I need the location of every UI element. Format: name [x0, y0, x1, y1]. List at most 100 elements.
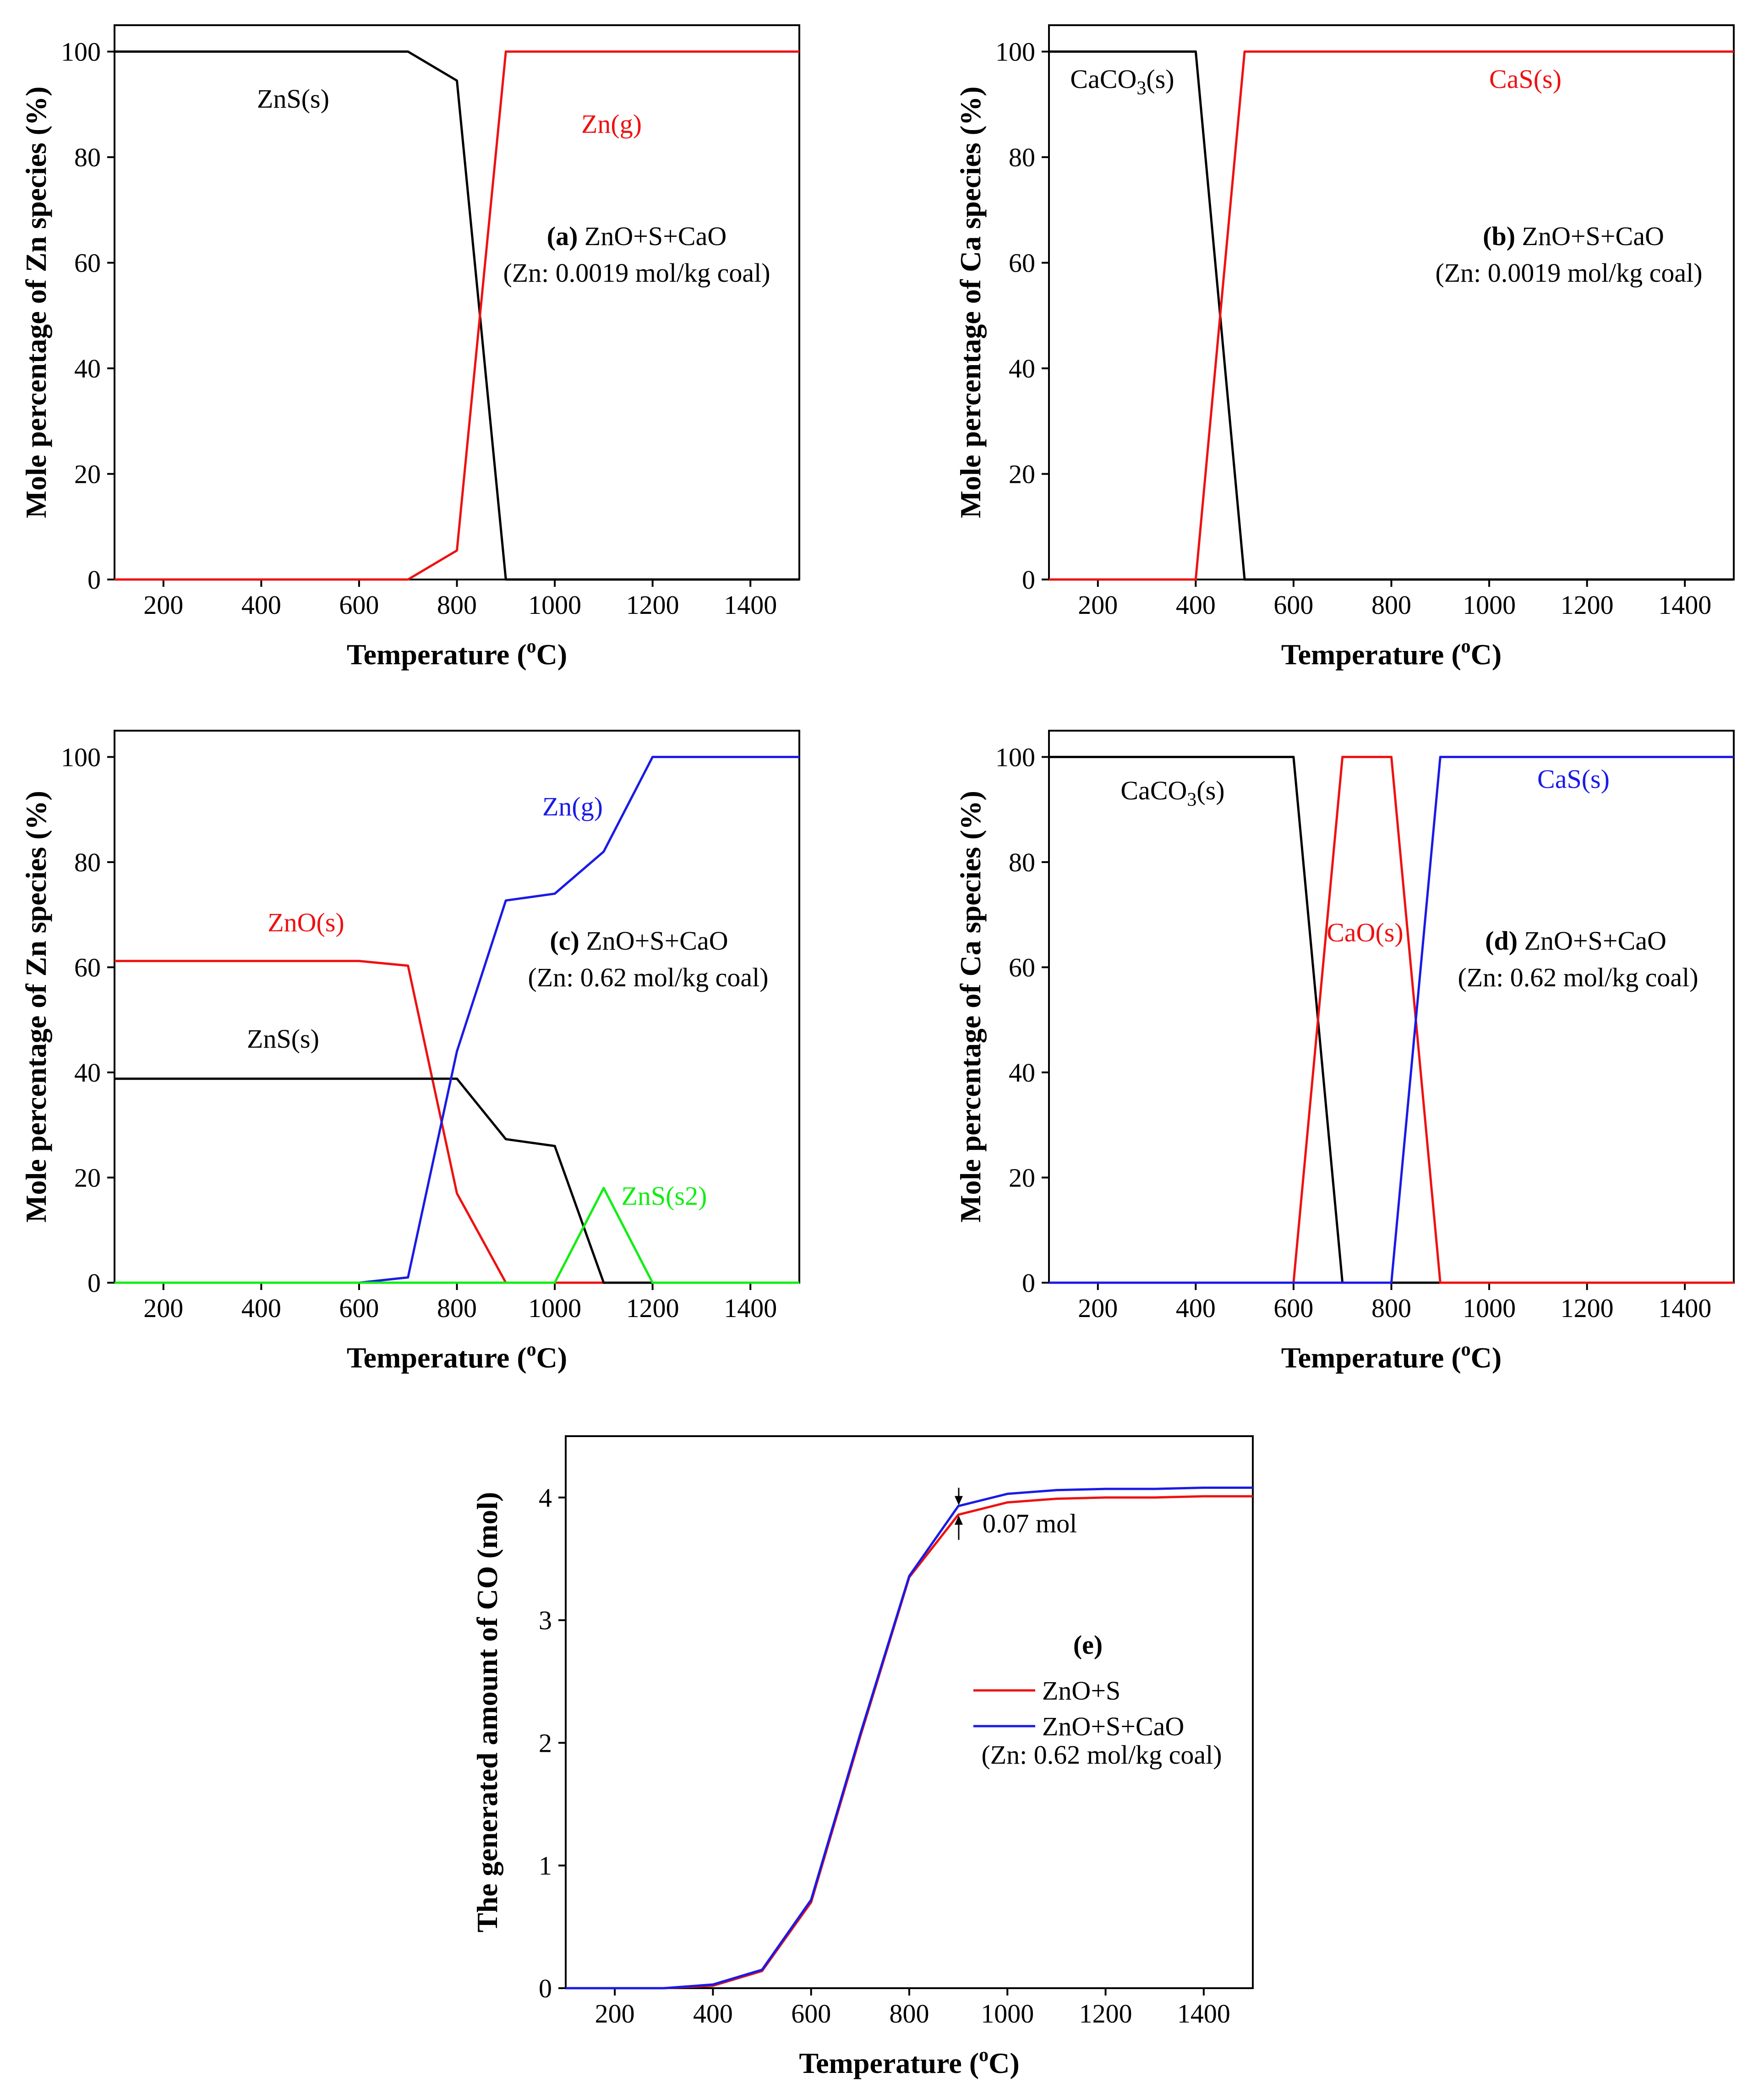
series-line-zno-s-cao — [566, 1487, 1253, 1990]
panel-condition: (Zn: 0.62 mol/kg coal) — [1458, 962, 1698, 992]
x-tick-label: 800 — [1371, 590, 1411, 620]
x-tick-label: 1200 — [1079, 1999, 1132, 2028]
y-tick-label: 40 — [1009, 354, 1035, 383]
x-tick-label: 1000 — [981, 1999, 1034, 2028]
x-tick-label: 1400 — [724, 1293, 777, 1323]
series-label: ZnS(s) — [247, 1024, 319, 1054]
series-label: ZnO(s) — [268, 908, 344, 937]
x-axis-label: Temperature (oC) — [347, 636, 567, 671]
y-tick-label: 80 — [1009, 142, 1035, 172]
x-tick-label: 600 — [1273, 590, 1313, 620]
x-tick-label: 200 — [595, 1999, 635, 2028]
panel-title: (c) ZnO+S+CaO — [550, 926, 728, 956]
series-label: CaS(s) — [1537, 764, 1610, 794]
difference-annotation: 0.07 mol — [983, 1509, 1077, 1538]
x-tick-label: 1400 — [1658, 1293, 1711, 1323]
y-tick-label: 60 — [1009, 952, 1035, 982]
series-line-zno-s — [566, 1495, 1253, 1990]
panel-condition: (Zn: 0.0019 mol/kg coal) — [503, 258, 770, 288]
panel-title: (b) ZnO+S+CaO — [1483, 221, 1664, 251]
y-tick-label: 60 — [74, 952, 101, 982]
y-tick-label: 20 — [1009, 459, 1035, 489]
x-tick-label: 600 — [339, 590, 379, 620]
y-tick-label: 40 — [1009, 1058, 1035, 1088]
y-tick-label: 3 — [539, 1606, 552, 1635]
x-tick-label: 400 — [693, 1999, 733, 2028]
y-tick-label: 40 — [74, 354, 101, 383]
y-tick-label: 20 — [1009, 1163, 1035, 1192]
y-tick-label: 0 — [539, 1974, 552, 2003]
legend-label: ZnO+S+CaO — [1042, 1711, 1184, 1741]
x-tick-label: 1200 — [1561, 590, 1614, 620]
series-label: CaO(s) — [1327, 918, 1404, 947]
x-tick-label: 800 — [1371, 1293, 1411, 1323]
x-axis-label: Temperature (oC) — [347, 1339, 567, 1374]
y-axis-label: Mole percentage of Ca species (%) — [954, 791, 987, 1223]
series-label: CaCO3(s) — [1120, 776, 1224, 810]
y-tick-label: 20 — [74, 1163, 101, 1192]
x-tick-label: 200 — [143, 1293, 183, 1323]
y-tick-label: 2 — [539, 1728, 552, 1758]
x-tick-label: 400 — [241, 1293, 281, 1323]
x-tick-label: 1000 — [528, 590, 581, 620]
series-label: Zn(g) — [581, 109, 642, 139]
series-line-zns-s- — [115, 1077, 799, 1284]
series-label: ZnS(s) — [257, 84, 329, 114]
x-tick-label: 800 — [437, 590, 477, 620]
series-label: Zn(g) — [542, 792, 603, 821]
chart-panel-b: 200 400 600 800 1000 1200 1400 0 20 40 60 80 100 Temp… — [954, 24, 1735, 671]
y-tick-label: 20 — [74, 459, 101, 489]
x-tick-label: 1400 — [1177, 1999, 1230, 2028]
y-tick-label: 0 — [87, 565, 101, 595]
x-tick-label: 200 — [143, 590, 183, 620]
x-tick-label: 1200 — [626, 1293, 679, 1323]
chart-panel-a: 200 400 600 800 1000 1200 1400 0 20 40 60 80 100 Temp… — [20, 24, 800, 671]
panel-condition: (Zn: 0.62 mol/kg coal) — [981, 1740, 1222, 1770]
x-axis-label: Temperature (oC) — [1281, 1339, 1502, 1374]
panel-title: (d) ZnO+S+CaO — [1485, 926, 1666, 956]
difference-arrowhead-bottom — [955, 1515, 963, 1525]
x-tick-label: 800 — [890, 1999, 929, 2028]
difference-arrowhead-top — [955, 1496, 963, 1505]
y-tick-label: 100 — [61, 37, 101, 67]
x-axis-label: Temperature (oC) — [799, 2045, 1019, 2079]
series-label: CaS(s) — [1489, 64, 1562, 94]
x-axis-label: Temperature (oC) — [1281, 636, 1502, 671]
panel-condition: (Zn: 0.62 mol/kg coal) — [528, 962, 768, 992]
x-tick-label: 1200 — [626, 590, 679, 620]
y-tick-label: 0 — [87, 1268, 101, 1298]
y-axis-label: Mole percentage of Zn species (%) — [20, 87, 52, 519]
x-tick-label: 600 — [791, 1999, 831, 2028]
x-tick-label: 1000 — [528, 1293, 581, 1323]
y-tick-label: 80 — [74, 847, 101, 877]
y-axis-label: Mole percentage of Zn species (%) — [20, 791, 52, 1223]
y-tick-label: 80 — [1009, 847, 1035, 877]
legend-label: ZnO+S — [1042, 1676, 1120, 1706]
series-line-cas-s- — [1049, 50, 1734, 581]
y-tick-label: 100 — [995, 37, 1035, 67]
y-tick-label: 100 — [61, 742, 101, 772]
series-line-zn-g- — [115, 755, 799, 1284]
panel-title: (e) — [1073, 1630, 1103, 1660]
chart-panel-c: 200 400 600 800 1000 1200 1400 0 20 40 60 80 100 Temp… — [20, 730, 800, 1374]
series-label: CaCO3(s) — [1070, 64, 1174, 99]
series-label: ZnS(s2) — [622, 1181, 707, 1211]
x-tick-label: 1400 — [724, 590, 777, 620]
y-tick-label: 1 — [539, 1851, 552, 1881]
chart-panel-d: 200 400 600 800 1000 1200 1400 0 20 40 60 80 100 Temp… — [954, 730, 1735, 1374]
y-tick-label: 60 — [1009, 248, 1035, 278]
y-tick-label: 100 — [995, 742, 1035, 772]
x-tick-label: 400 — [1176, 590, 1216, 620]
panel-condition: (Zn: 0.0019 mol/kg coal) — [1435, 258, 1702, 288]
series-line-zns-s2- — [115, 1186, 799, 1284]
chart-panel-e: 200 400 600 800 1000 1200 1400 0 1 2 3 4 Temperature… — [471, 1435, 1254, 2079]
series-line-cas-s- — [1049, 755, 1734, 1284]
x-tick-label: 600 — [339, 1293, 379, 1323]
y-tick-label: 4 — [539, 1483, 552, 1513]
y-axis-label: The generated amount of CO (mol) — [471, 1492, 503, 1933]
y-tick-label: 40 — [74, 1058, 101, 1088]
x-tick-label: 400 — [1176, 1293, 1216, 1323]
series-line-zn-g- — [115, 50, 799, 581]
